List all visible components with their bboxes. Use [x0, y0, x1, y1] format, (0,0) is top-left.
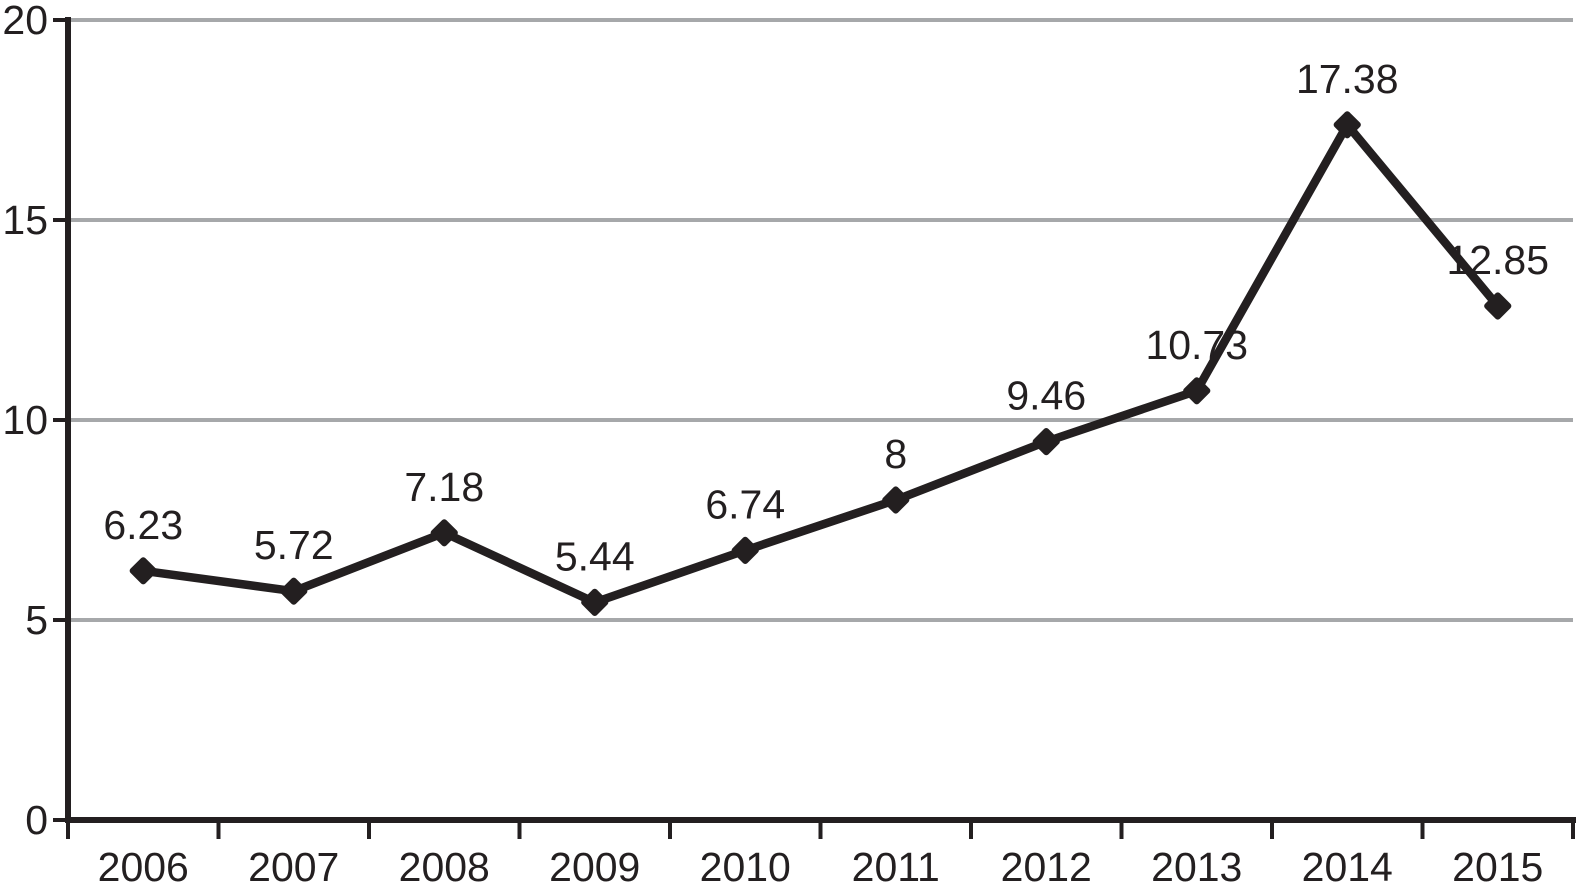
data-point-marker	[581, 588, 609, 617]
data-point-marker	[731, 536, 759, 565]
data-point-label: 10.73	[1145, 322, 1248, 368]
data-point-marker	[1333, 111, 1361, 139]
y-axis-tick-label: 15	[2, 197, 48, 243]
y-axis-tick-label: 20	[2, 0, 48, 43]
data-point-label: 7.18	[404, 464, 484, 510]
y-axis-tick-label: 10	[2, 397, 48, 443]
data-point-label: 8	[884, 431, 907, 477]
data-point-marker	[882, 486, 910, 514]
data-point-label: 6.23	[103, 502, 183, 548]
data-point-marker	[1032, 427, 1060, 456]
data-point-marker	[430, 519, 458, 547]
data-point-marker	[280, 577, 308, 605]
x-axis-category-label: 2009	[549, 844, 640, 890]
data-point-marker	[1183, 377, 1211, 405]
data-series-line	[139, 120, 1502, 607]
data-point-label: 6.74	[705, 481, 785, 527]
data-point-label: 5.44	[555, 533, 635, 579]
x-axis-category-label: 2011	[852, 844, 940, 890]
y-axis-tick-label: 0	[25, 797, 48, 843]
data-point-marker	[129, 557, 157, 585]
data-point-label: 9.46	[1006, 373, 1086, 419]
data-point-marker	[1484, 292, 1512, 320]
x-axis-category-label: 2013	[1151, 844, 1242, 890]
data-point-label: 12.85	[1446, 237, 1549, 283]
x-axis-category-label: 2006	[98, 844, 189, 890]
x-axis-category-label: 2015	[1452, 844, 1543, 890]
x-axis-category-label: 2014	[1302, 844, 1393, 890]
x-axis-category-label: 2007	[248, 844, 339, 890]
y-axis-tick-label: 5	[25, 597, 48, 643]
x-axis-category-label: 2008	[399, 844, 490, 890]
x-axis-category-label: 2012	[1001, 844, 1092, 890]
x-axis-category-label: 2010	[700, 844, 791, 890]
data-point-label: 5.72	[254, 522, 334, 568]
data-point-label: 17.38	[1296, 56, 1399, 102]
